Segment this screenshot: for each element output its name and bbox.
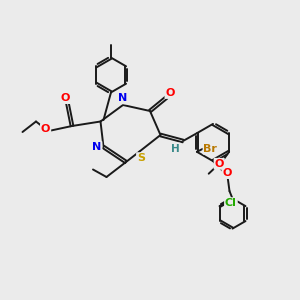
Text: N: N	[118, 93, 127, 103]
Text: O: O	[60, 93, 70, 103]
Text: S: S	[137, 153, 145, 163]
Text: N: N	[92, 142, 101, 152]
Text: Cl: Cl	[225, 198, 237, 208]
Text: O: O	[41, 124, 50, 134]
Text: O: O	[214, 159, 224, 169]
Text: O: O	[165, 88, 175, 98]
Text: Br: Br	[203, 144, 217, 154]
Text: O: O	[222, 168, 232, 178]
Text: H: H	[171, 143, 180, 154]
